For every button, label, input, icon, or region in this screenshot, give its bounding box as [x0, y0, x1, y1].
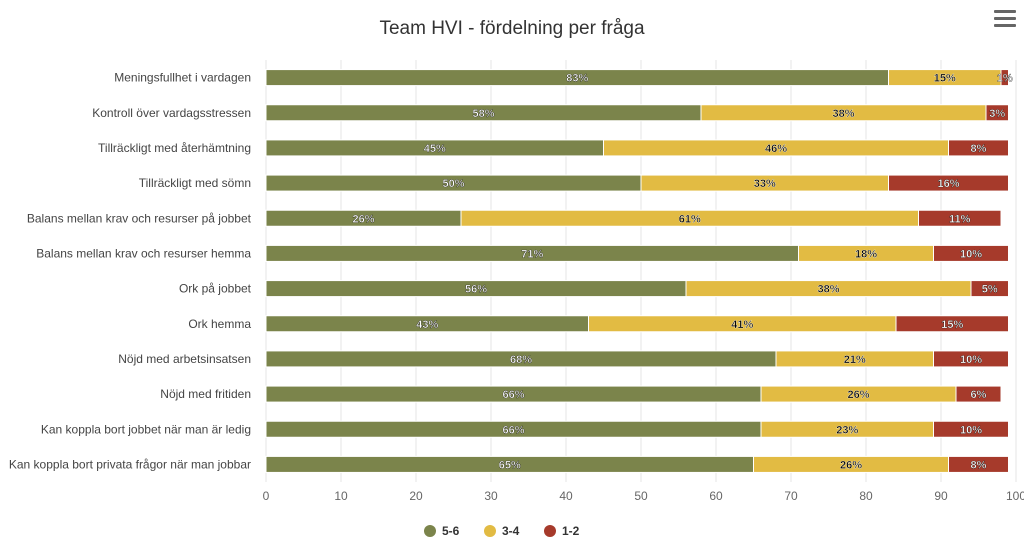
- data-label: 8%: [971, 459, 987, 471]
- x-tick-label: 90: [934, 489, 948, 503]
- category-label: Nöjd med fritiden: [160, 387, 251, 401]
- bar-segment[interactable]: [955, 385, 1002, 403]
- data-label: 21%: [844, 354, 866, 366]
- category-label: Tillräckligt med återhämtning: [98, 141, 251, 155]
- legend-label: 1-2: [562, 524, 580, 538]
- data-label: 10%: [960, 424, 982, 436]
- data-label: 8%: [971, 143, 987, 155]
- data-label: 15%: [934, 73, 956, 85]
- x-tick-label: 20: [409, 489, 423, 503]
- x-tick-label: 10: [334, 489, 348, 503]
- x-tick-label: 40: [559, 489, 573, 503]
- bar-segment[interactable]: [888, 174, 1009, 192]
- category-label: Kontroll över vardagsstressen: [92, 106, 251, 120]
- legend-marker: [544, 525, 556, 537]
- x-tick-label: 30: [484, 489, 498, 503]
- data-label: 23%: [836, 424, 858, 436]
- data-label: 71%: [521, 248, 543, 260]
- legend-label: 5-6: [442, 524, 460, 538]
- category-label: Balans mellan krav och resurser hemma: [36, 246, 251, 260]
- data-label: 61%: [679, 213, 701, 225]
- data-label: 26%: [847, 389, 869, 401]
- category-label: Kan koppla bort privata frågor när man j…: [9, 457, 251, 471]
- data-label: 50%: [442, 178, 464, 190]
- data-label: 46%: [765, 143, 787, 155]
- legend-marker: [424, 525, 436, 537]
- x-tick-label: 0: [263, 489, 270, 503]
- data-label: 83%: [566, 73, 588, 85]
- bar-segment[interactable]: [895, 315, 1009, 333]
- bar-segment[interactable]: [948, 455, 1009, 473]
- legend-item[interactable]: 5-6: [424, 524, 460, 538]
- data-label: 6%: [971, 389, 987, 401]
- x-axis-ticks: 0 10 20 30 40 50 60 70 80 90 100: [263, 489, 1024, 503]
- bar-segment[interactable]: [948, 139, 1009, 157]
- category-label: Balans mellan krav och resurser på jobbe…: [27, 211, 252, 225]
- data-label: 56%: [465, 284, 487, 296]
- bar-segment[interactable]: [933, 244, 1009, 262]
- x-tick-label: 60: [709, 489, 723, 503]
- data-label: 65%: [499, 459, 521, 471]
- x-tick-label: 80: [859, 489, 873, 503]
- data-label: 11%: [949, 213, 971, 225]
- data-label: 68%: [510, 354, 532, 366]
- data-label: 1%: [997, 73, 1013, 85]
- data-label: 10%: [960, 354, 982, 366]
- data-label: 66%: [502, 389, 524, 401]
- data-label: 38%: [832, 108, 854, 120]
- grid-layer: [265, 60, 1017, 482]
- data-label: 10%: [960, 248, 982, 260]
- bar-segment[interactable]: [918, 209, 1002, 227]
- category-label: Tillräckligt med sömn: [139, 176, 251, 190]
- data-label: 43%: [416, 319, 438, 331]
- x-tick-label: 100: [1006, 489, 1024, 503]
- x-tick-label: 70: [784, 489, 798, 503]
- data-label: 66%: [502, 424, 524, 436]
- bar-segment[interactable]: [933, 350, 1009, 368]
- category-label: Nöjd med arbetsinsatsen: [118, 352, 251, 366]
- data-label: 15%: [941, 319, 963, 331]
- data-label: 38%: [817, 284, 839, 296]
- bars: 83% 15% 1% 58% 38% 3% 45% 46% 8% 50% 33% 16% 26% 61% 1…: [265, 69, 1013, 473]
- category-label: Meningsfullhet i vardagen: [114, 71, 251, 85]
- category-label: Ork på jobbet: [179, 282, 252, 296]
- data-label: 3%: [989, 108, 1005, 120]
- category-label: Kan koppla bort jobbet när man är ledig: [41, 422, 251, 436]
- data-label: 58%: [472, 108, 494, 120]
- chart-title: Team HVI - fördelning per fråga: [379, 18, 645, 39]
- data-label: 33%: [754, 178, 776, 190]
- legend-item[interactable]: 3-4: [484, 524, 520, 538]
- legend-marker: [484, 525, 496, 537]
- data-label: 41%: [731, 319, 753, 331]
- data-label: 5%: [982, 284, 998, 296]
- data-label: 26%: [840, 459, 862, 471]
- data-label: 16%: [937, 178, 959, 190]
- bar-segment[interactable]: [933, 420, 1009, 438]
- legend: 5-6 3-4 1-2: [424, 524, 580, 538]
- data-label: 26%: [352, 213, 374, 225]
- bar-segment[interactable]: [970, 280, 1009, 298]
- x-tick-label: 50: [634, 489, 648, 503]
- bar-segment[interactable]: [1000, 69, 1009, 87]
- data-label: 45%: [424, 143, 446, 155]
- category-labels: Meningsfullhet i vardagen Kontroll över v…: [9, 71, 252, 472]
- category-label: Ork hemma: [188, 317, 251, 331]
- data-label: 18%: [855, 248, 877, 260]
- legend-item[interactable]: 1-2: [544, 524, 580, 538]
- legend-label: 3-4: [502, 524, 520, 538]
- bar-segment[interactable]: [985, 104, 1009, 122]
- hamburger-menu-icon[interactable]: [994, 10, 1016, 30]
